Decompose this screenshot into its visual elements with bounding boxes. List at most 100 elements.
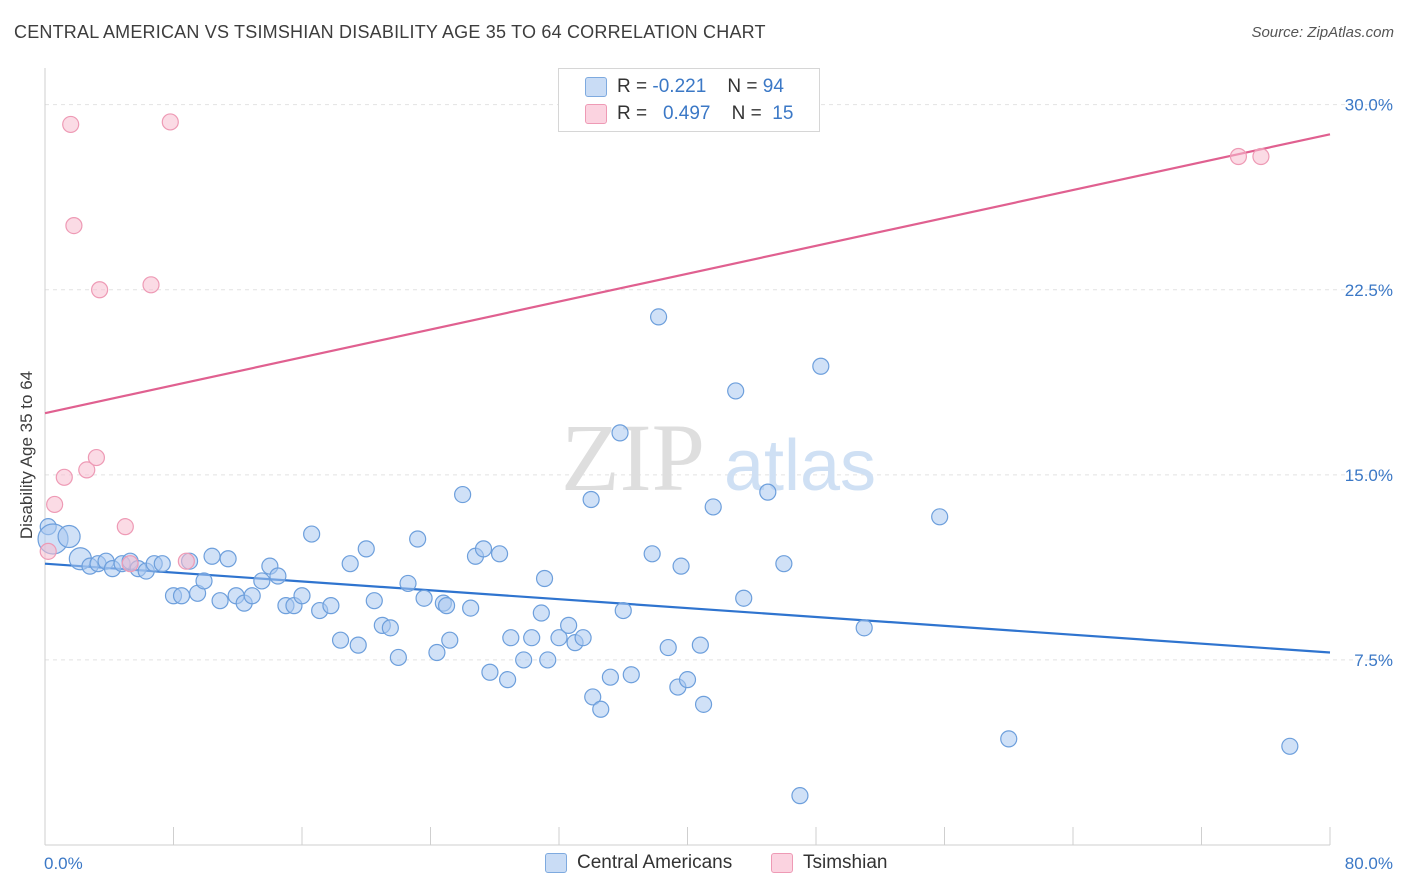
- legend-swatch-pink: [771, 853, 793, 873]
- data-point: [219, 550, 237, 568]
- chart-title: CENTRAL AMERICAN VS TSIMSHIAN DISABILITY…: [14, 22, 766, 42]
- data-point: [560, 616, 578, 634]
- data-point: [759, 483, 777, 501]
- legend-row-central-americans: R = -0.221 N = 94: [585, 74, 784, 100]
- data-point: [622, 666, 640, 684]
- data-point: [614, 601, 632, 620]
- n-value: 94: [762, 76, 784, 97]
- data-point: [592, 700, 610, 718]
- y-tick-label: 30.0%: [1345, 96, 1393, 115]
- data-point: [55, 468, 73, 486]
- r-value: -0.221: [652, 76, 707, 97]
- data-point: [532, 604, 550, 622]
- data-point: [481, 663, 499, 681]
- trend-lines: [44, 133, 1331, 654]
- trend-line: [44, 133, 1331, 415]
- data-point: [574, 629, 592, 647]
- legend-swatch-blue: [585, 77, 607, 97]
- data-point: [502, 629, 520, 647]
- stats-legend: R = -0.221 N = 94 R = 0.497 N = 15: [558, 68, 820, 132]
- data-point: [381, 619, 399, 637]
- x-tick-label: 0.0%: [44, 854, 83, 873]
- watermark: ZIP atlas: [561, 404, 876, 511]
- legend-row-tsimshian: R = 0.497 N = 15: [585, 101, 793, 127]
- data-point: [62, 115, 80, 134]
- data-point: [437, 597, 456, 615]
- data-point: [515, 651, 533, 669]
- data-point: [1252, 147, 1270, 166]
- data-point: [678, 671, 697, 689]
- data-point: [601, 668, 620, 686]
- data-point: [331, 631, 350, 649]
- data-point: [91, 281, 109, 299]
- data-point: [211, 592, 229, 610]
- data-point: [322, 597, 340, 615]
- data-point: [611, 424, 629, 442]
- data-point: [389, 648, 407, 667]
- data-point: [341, 555, 359, 573]
- r-label: R =: [617, 76, 648, 97]
- data-point: [775, 555, 793, 573]
- data-point: [441, 631, 459, 649]
- series-central-americans: [37, 308, 1299, 805]
- data-point: [65, 216, 83, 235]
- data-point: [399, 574, 417, 593]
- data-point: [172, 587, 191, 605]
- data-point: [293, 587, 311, 605]
- data-point: [46, 495, 64, 514]
- data-point: [357, 540, 375, 558]
- data-point: [535, 569, 554, 588]
- data-point: [195, 572, 213, 590]
- data-point: [454, 485, 472, 504]
- watermark-zip: ZIP: [561, 404, 705, 511]
- data-point: [87, 448, 106, 467]
- data-point: [584, 688, 602, 706]
- data-point: [428, 643, 446, 662]
- legend-swatch-pink: [585, 104, 607, 124]
- series-tsimshian: [39, 113, 1270, 573]
- data-point: [474, 540, 493, 558]
- source-label: Source: ZipAtlas.com: [1251, 24, 1394, 41]
- data-point: [691, 636, 709, 654]
- data-point: [523, 629, 541, 647]
- data-point: [539, 651, 557, 669]
- data-point: [1229, 147, 1248, 166]
- tick-labels: 7.5% 15.0% 22.5% 30.0% 0.0% 80.0%: [44, 96, 1393, 873]
- data-point: [550, 629, 568, 647]
- legend-item-tsimshian: Tsimshian: [771, 852, 887, 874]
- y-tick-label: 15.0%: [1345, 466, 1393, 485]
- data-point: [499, 671, 517, 689]
- data-point: [649, 308, 668, 326]
- data-point: [177, 552, 195, 570]
- data-point: [1281, 737, 1299, 755]
- data-point: [812, 357, 830, 375]
- data-point: [727, 382, 745, 400]
- legend-swatch-blue: [545, 853, 567, 873]
- data-point: [78, 461, 96, 479]
- data-point: [659, 638, 677, 657]
- data-point: [253, 572, 271, 590]
- data-point: [582, 490, 600, 509]
- data-point: [349, 636, 367, 654]
- axes: [44, 68, 1331, 846]
- data-point: [269, 567, 287, 585]
- y-tick-label: 7.5%: [1354, 651, 1393, 670]
- data-point: [142, 276, 160, 294]
- r-label: R =: [617, 103, 648, 124]
- r-value: 0.497: [662, 103, 711, 124]
- data-point: [57, 524, 81, 549]
- n-label: N =: [727, 76, 758, 97]
- data-point: [490, 545, 509, 563]
- data-point: [735, 589, 753, 607]
- data-point: [931, 508, 949, 526]
- legend-label: Central Americans: [577, 852, 733, 873]
- x-tick-label: 80.0%: [1345, 854, 1393, 873]
- watermark-atlas: atlas: [724, 426, 876, 506]
- data-point: [153, 555, 171, 573]
- data-point: [161, 113, 179, 131]
- data-point: [643, 545, 661, 563]
- legend-label: Tsimshian: [803, 852, 888, 873]
- data-point: [672, 557, 690, 575]
- data-point: [791, 787, 809, 805]
